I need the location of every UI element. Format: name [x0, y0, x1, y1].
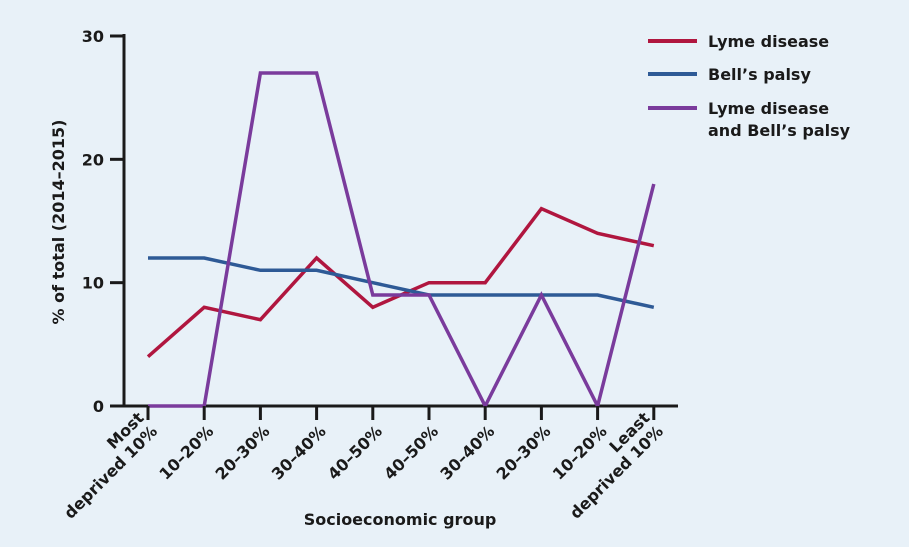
- y-tick-label: 20: [82, 150, 104, 169]
- series-line-3: [148, 71, 656, 411]
- x-axis-title: Socioeconomic group: [304, 510, 497, 529]
- y-tick-label: 0: [93, 397, 104, 416]
- legend-label-1: Lyme disease: [708, 32, 829, 51]
- y-tick-label: 30: [82, 27, 104, 46]
- y-axis-title: % of total (2014–2015): [49, 120, 68, 325]
- legend-label-2: Bell’s palsy: [708, 65, 811, 84]
- y-tick-label: 10: [82, 274, 104, 293]
- legend-label-3: Lyme disease and Bell’s palsy: [708, 99, 851, 140]
- series-line-2: [148, 256, 655, 310]
